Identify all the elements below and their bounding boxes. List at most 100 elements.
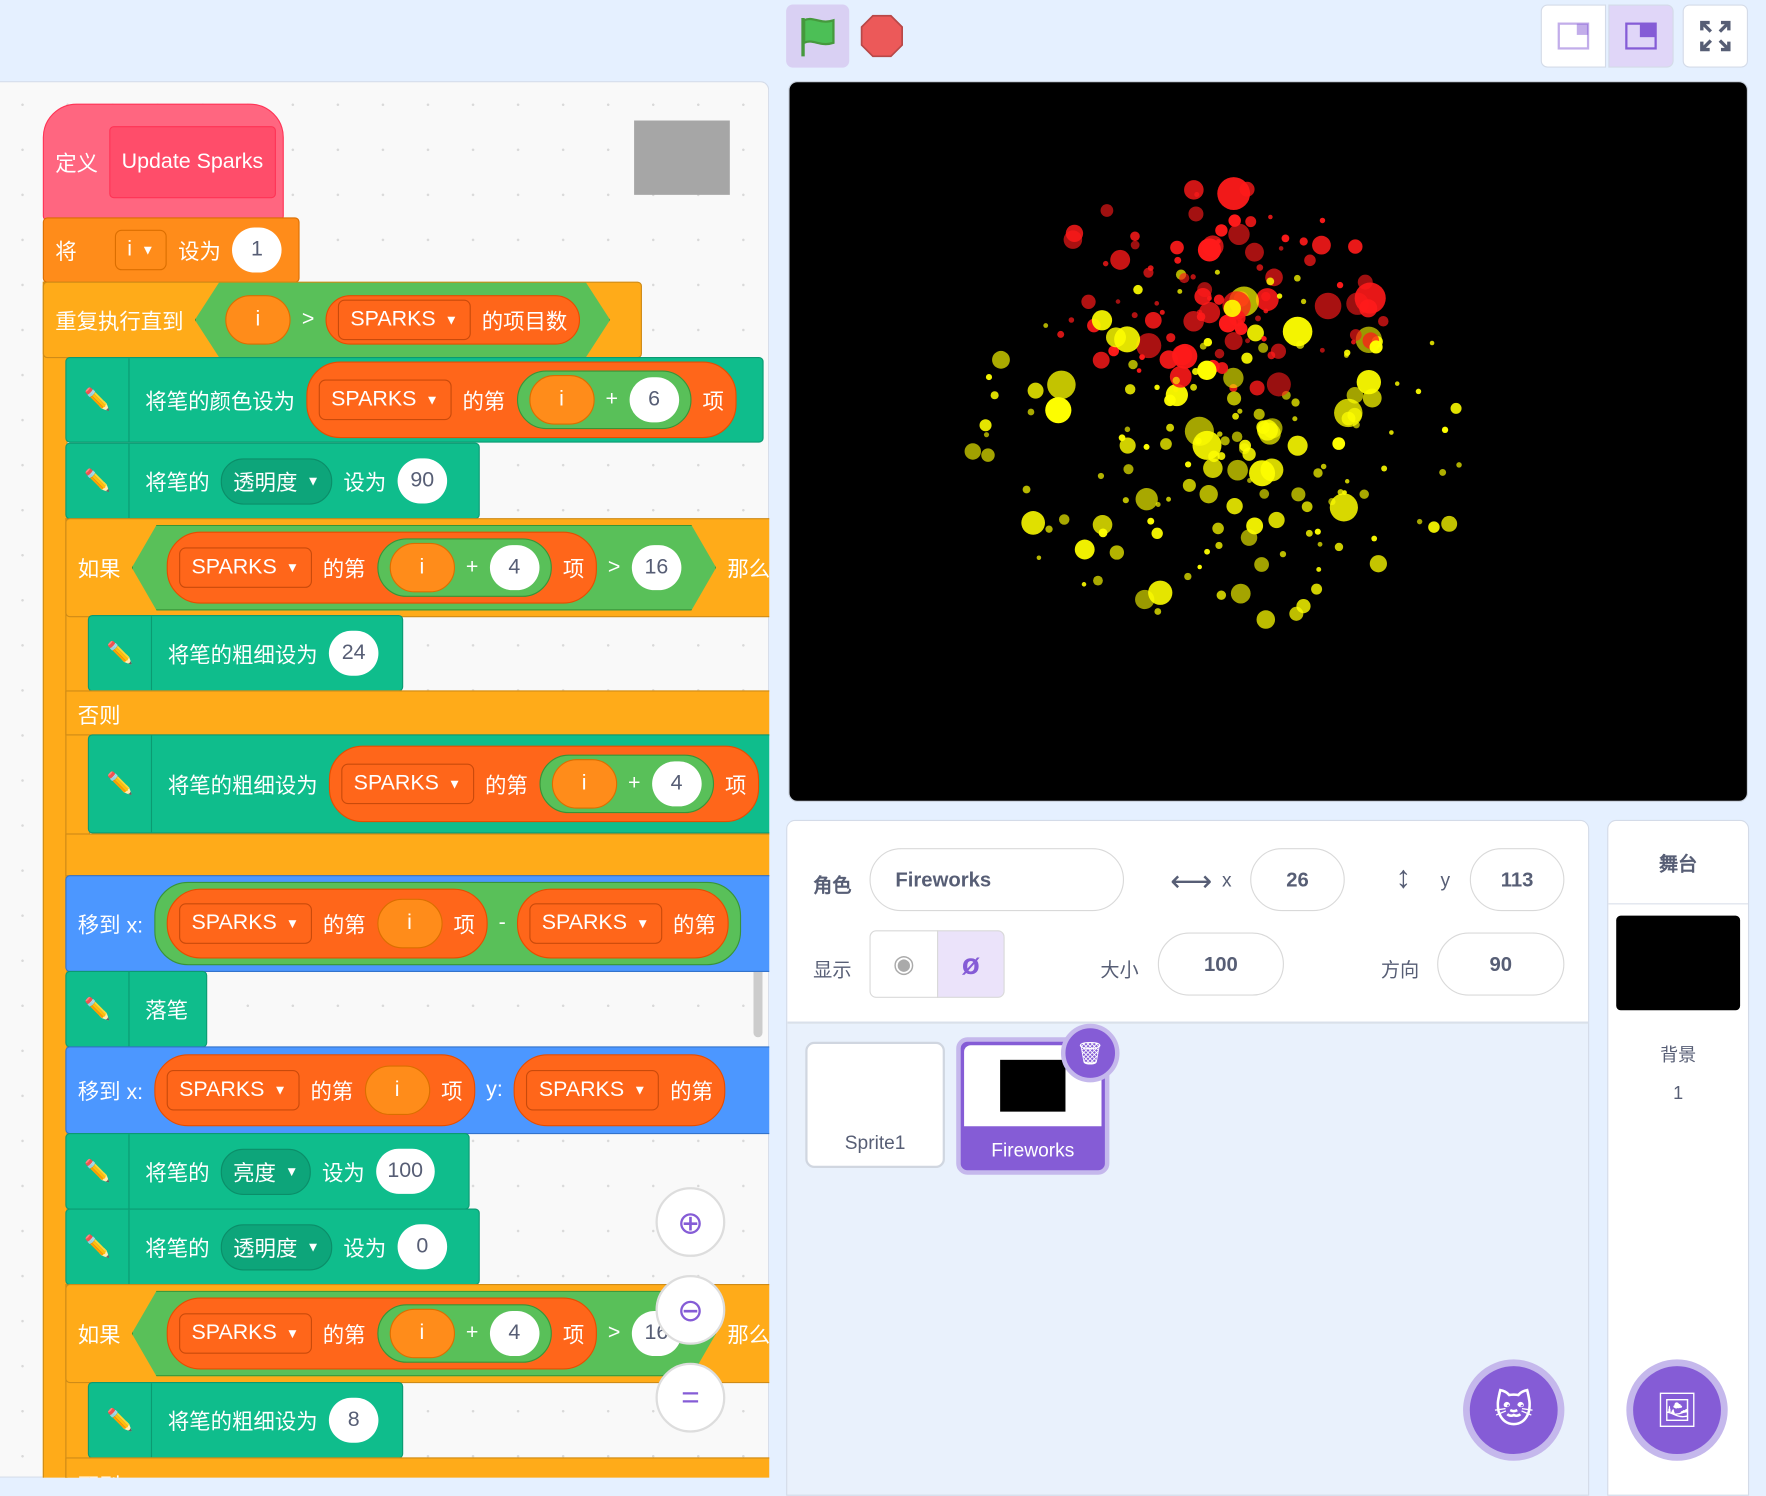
y-input[interactable]: 113: [1469, 848, 1565, 912]
spark: [1216, 362, 1229, 374]
spark: [1185, 461, 1192, 468]
go-to-xy-block[interactable]: 移到 x: SPARKS ▼ 的第 i 项 - SPARKS ▼ 的第: [65, 875, 770, 972]
spark: [1416, 518, 1423, 525]
green-flag-button[interactable]: [786, 4, 850, 68]
number-input[interactable]: 8: [328, 1397, 379, 1443]
set-pen-size-block[interactable]: ✏️ 将笔的粗细设为 SPARKS ▼ 的第 i +4 项: [87, 734, 770, 834]
set-pen-size-block[interactable]: ✏️ 将笔的粗细设为 24: [87, 614, 404, 692]
if-else-block[interactable]: 如果 SPARKS ▼ 的第 i +4 项 >16 那么: [65, 1283, 770, 1384]
add-operator[interactable]: i +6: [516, 370, 692, 430]
zoom-out-button[interactable]: ⊖: [655, 1274, 726, 1345]
list-dropdown[interactable]: SPARKS ▼: [179, 547, 311, 588]
list-dropdown[interactable]: SPARKS ▼: [529, 903, 662, 944]
list-dropdown[interactable]: SPARKS ▼: [526, 1069, 659, 1111]
show-visible-button[interactable]: ◉: [869, 930, 939, 998]
item-of-list-reporter[interactable]: SPARKS ▼ 的第 i 项: [154, 1054, 475, 1127]
greater-than-operator[interactable]: i > SPARKS ▼ 的项目数: [195, 282, 610, 359]
item-of-list-reporter[interactable]: SPARKS ▼ 的第 i +6 项: [306, 361, 737, 439]
add-operator[interactable]: i +4: [377, 538, 552, 597]
spark: [1270, 343, 1287, 359]
delete-sprite-button[interactable]: 🗑: [1060, 1023, 1120, 1083]
spark: [1341, 411, 1356, 426]
number-input[interactable]: 6: [629, 377, 679, 423]
spark: [1172, 376, 1180, 385]
item-of-list-reporter[interactable]: SPARKS ▼ 的第: [514, 1054, 726, 1127]
pen-param-dropdown[interactable]: 透明度 ▼: [220, 457, 333, 505]
item-of-list-reporter[interactable]: SPARKS ▼ 的第 i +4 项: [167, 1297, 597, 1369]
list-dropdown[interactable]: SPARKS ▼: [179, 903, 312, 944]
spark: [1223, 299, 1241, 318]
go-to-xy-block[interactable]: 移到 x: SPARKS ▼ 的第 i 项 y: SPARKS ▼ 的第: [65, 1046, 770, 1135]
stage[interactable]: [788, 81, 1748, 802]
list-length-reporter[interactable]: SPARKS ▼ 的项目数: [326, 295, 580, 345]
set-pen-color-block[interactable]: ✏️ 将笔的颜色设为 SPARKS ▼ 的第 i +6 项: [65, 357, 764, 443]
normal-stage-button[interactable]: [1608, 4, 1674, 68]
spark: [1305, 529, 1313, 537]
list-dropdown[interactable]: SPARKS ▼: [166, 1069, 300, 1111]
sprite-tile-sprite1[interactable]: Sprite1: [805, 1041, 945, 1168]
spark: [1045, 397, 1072, 424]
spark: [1133, 284, 1143, 295]
list-dropdown[interactable]: SPARKS ▼: [318, 379, 452, 421]
variable-i[interactable]: i: [528, 375, 595, 425]
set-pen-size-block[interactable]: ✏️ 将笔的粗细设为 8: [87, 1381, 404, 1459]
spark: [1171, 345, 1193, 366]
pen-down-block[interactable]: ✏️ 落笔: [65, 970, 208, 1048]
normal-stage-icon: [1625, 22, 1657, 50]
number-input[interactable]: 100: [376, 1148, 435, 1194]
spark: [1143, 443, 1150, 450]
add-operator[interactable]: i +4: [377, 1304, 552, 1363]
show-hidden-button[interactable]: ø: [937, 930, 1005, 998]
spark: [1197, 564, 1202, 570]
add-sprite-button[interactable]: 🐱: [1463, 1359, 1565, 1461]
spark: [979, 419, 992, 432]
repeat-until-block[interactable]: 重复执行直到 i > SPARKS ▼ 的项目数: [42, 281, 642, 359]
item-of-list-reporter[interactable]: SPARKS ▼ 的第 i +4 项: [328, 745, 759, 823]
number-input[interactable]: 24: [328, 630, 379, 676]
item-of-list-reporter[interactable]: SPARKS ▼ 的第 i 项: [166, 888, 488, 959]
add-operator[interactable]: i +4: [539, 754, 714, 814]
spark: [1135, 487, 1158, 511]
add-backdrop-button[interactable]: 🖼: [1626, 1359, 1728, 1461]
pen-param-dropdown[interactable]: 透明度 ▼: [220, 1223, 333, 1270]
direction-label: 方向: [1380, 959, 1420, 981]
sprite-name-input[interactable]: Fireworks: [869, 848, 1125, 912]
variable-dropdown[interactable]: i ▼: [114, 229, 167, 271]
set-pen-brightness-block[interactable]: ✏️ 将笔的 亮度 ▼ 设为 100: [65, 1133, 470, 1210]
list-dropdown[interactable]: SPARKS ▼: [179, 1313, 311, 1354]
zoom-in-button[interactable]: ⊕: [655, 1187, 726, 1257]
x-input[interactable]: 26: [1250, 848, 1345, 912]
set-pen-transparency-block[interactable]: ✏️ 将笔的 透明度 ▼ 设为 0: [65, 1208, 480, 1286]
number-input[interactable]: 0: [397, 1224, 448, 1270]
pen-param-dropdown[interactable]: 亮度 ▼: [220, 1148, 311, 1195]
number-input[interactable]: 16: [632, 545, 682, 590]
pen-icon: ✏️: [66, 971, 130, 1047]
set-variable-block[interactable]: 将 i ▼ 设为 1: [42, 217, 300, 283]
spark: [1378, 315, 1389, 327]
list-dropdown[interactable]: SPARKS ▼: [338, 300, 470, 341]
greater-than-operator[interactable]: SPARKS ▼ 的第 i +4 项 >16: [132, 1291, 716, 1377]
direction-input[interactable]: 90: [1437, 932, 1565, 996]
spark: [1291, 398, 1300, 407]
if-else-block[interactable]: 如果 SPARKS ▼ 的第 i +4 项 >16 那么: [65, 518, 770, 618]
size-input[interactable]: 100: [1157, 932, 1284, 996]
fullscreen-button[interactable]: [1682, 4, 1748, 68]
reset-zoom-button[interactable]: =: [655, 1362, 726, 1433]
value-input[interactable]: 1: [232, 227, 282, 273]
set-pen-transparency-block[interactable]: ✏️ 将笔的 透明度 ▼ 设为 90: [65, 442, 480, 520]
item-of-list-reporter[interactable]: SPARKS ▼ 的第: [516, 888, 729, 959]
spark: [1276, 293, 1283, 299]
list-dropdown[interactable]: SPARKS ▼: [341, 763, 474, 805]
greater-than-operator[interactable]: SPARKS ▼ 的第 i +4 项 >16: [132, 525, 716, 611]
spark: [1047, 370, 1076, 400]
define-block[interactable]: 定义 Update Sparks: [42, 103, 284, 221]
number-input[interactable]: 90: [397, 458, 448, 504]
item-of-list-reporter[interactable]: SPARKS ▼ 的第 i +4 项: [167, 532, 597, 604]
stage-selector-panel[interactable]: 舞台 背景 1 🖼: [1607, 819, 1750, 1496]
small-stage-button[interactable]: [1540, 4, 1607, 68]
subtract-operator[interactable]: SPARKS ▼ 的第 i 项 - SPARKS ▼ 的第: [154, 881, 741, 966]
variable-i[interactable]: i: [225, 295, 290, 345]
spark: [1214, 269, 1220, 275]
stop-button[interactable]: [858, 11, 905, 61]
spark: [1260, 458, 1284, 482]
